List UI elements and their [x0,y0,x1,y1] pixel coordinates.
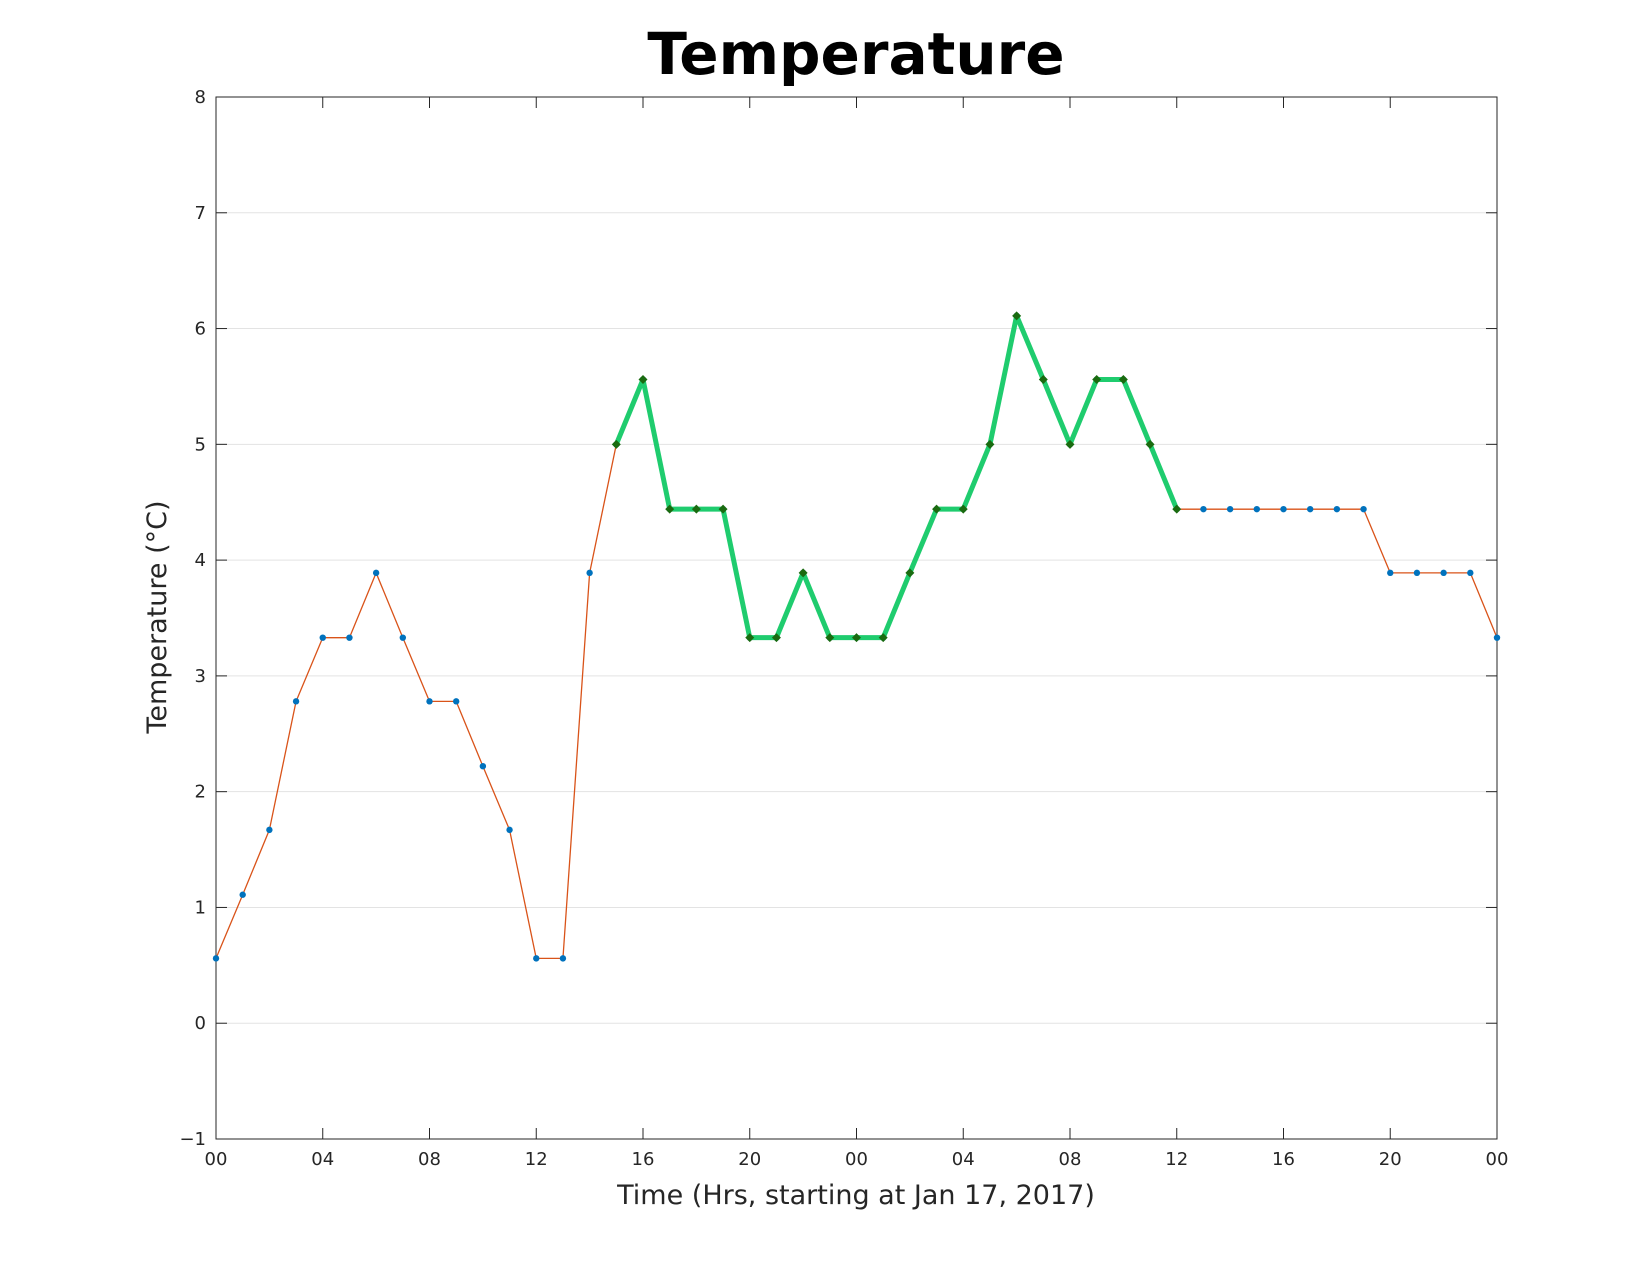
x-tick-label: 00 [1486,1149,1509,1170]
series-point-1 [372,569,380,577]
series-point-2 [905,568,915,578]
x-tick-label: 16 [1272,1149,1295,1170]
y-tick-label: 6 [195,319,206,340]
series-point-1 [452,698,460,705]
series-point-1 [426,698,433,705]
series-point-1 [1440,569,1447,577]
series-point-1 [212,955,220,962]
series-point-2 [1012,311,1022,321]
y-tick-label: 5 [195,434,206,455]
series-point-1 [292,698,300,705]
series-point-1 [1493,634,1501,641]
series-point-2 [932,504,942,514]
series-point-1 [506,826,513,834]
series-point-1 [1280,505,1287,513]
x-tick-label: 00 [845,1149,868,1170]
series-point-1 [1360,505,1367,513]
y-tick-label: 4 [195,550,206,571]
series-layer [212,311,1501,962]
series-point-2 [611,439,621,449]
x-tick-label: 04 [952,1149,975,1170]
series-point-1 [1333,505,1341,513]
series-point-2 [745,633,755,643]
series-point-2 [1172,504,1182,514]
series-point-2 [1118,374,1128,384]
y-tick-label: 3 [195,666,206,687]
chart-title: Temperature [647,20,1064,88]
x-tick-label: 16 [632,1149,655,1170]
series-point-1 [533,955,540,962]
y-tick-label: 7 [195,203,206,224]
series-point-1 [239,891,246,898]
series-point-1 [1387,569,1394,577]
x-tick-label: 08 [1059,1149,1082,1170]
series-point-1 [479,762,487,770]
x-tick-label: 20 [738,1149,761,1170]
x-tick-label: 12 [525,1149,548,1170]
x-tick-label: 04 [311,1149,334,1170]
series-point-2 [718,504,728,514]
series-point-1 [1226,505,1234,513]
series-point-1 [399,634,407,641]
y-tick-label: 8 [195,87,206,108]
series-point-2 [825,633,835,643]
y-tick-label: 0 [195,1013,206,1034]
series-point-2 [798,568,808,578]
y-tick-label: −1 [179,1129,206,1150]
series-point-2 [771,633,781,643]
grid-layer [216,212,1497,1024]
y-tick-label: 2 [195,782,206,803]
series-point-1 [1200,505,1207,513]
series-point-1 [1467,569,1474,577]
series-point-2 [985,439,995,449]
series-line-2 [613,313,1180,641]
series-point-1 [1253,505,1261,513]
series-point-2 [1092,374,1102,384]
series-point-2 [852,633,861,643]
series-point-1 [559,955,567,962]
plot-box [215,96,1498,1140]
x-tick-label: 00 [205,1149,228,1170]
series-point-1 [346,634,353,641]
series-point-2 [878,633,888,643]
series-point-2 [1038,374,1048,384]
series-point-2 [1145,439,1155,449]
series-point-2 [691,504,701,514]
series-point-2 [665,504,675,514]
x-axis-label: Time (Hrs, starting at Jan 17, 2017) [616,1180,1095,1211]
y-tick-label: 1 [195,897,206,918]
series-point-2 [958,504,968,514]
series-point-1 [319,634,326,641]
series-point-1 [266,826,273,834]
series-point-1 [1306,505,1314,513]
series-point-1 [586,569,593,577]
axes-layer [215,96,1498,1140]
x-tick-label: 08 [418,1149,441,1170]
series-point-1 [1413,569,1421,577]
y-axis-label: Temperature (°C) [142,500,173,734]
series-point-2 [638,374,648,384]
series-point-2 [1065,439,1075,449]
x-tick-label: 20 [1379,1149,1402,1170]
x-tick-label: 12 [1165,1149,1188,1170]
